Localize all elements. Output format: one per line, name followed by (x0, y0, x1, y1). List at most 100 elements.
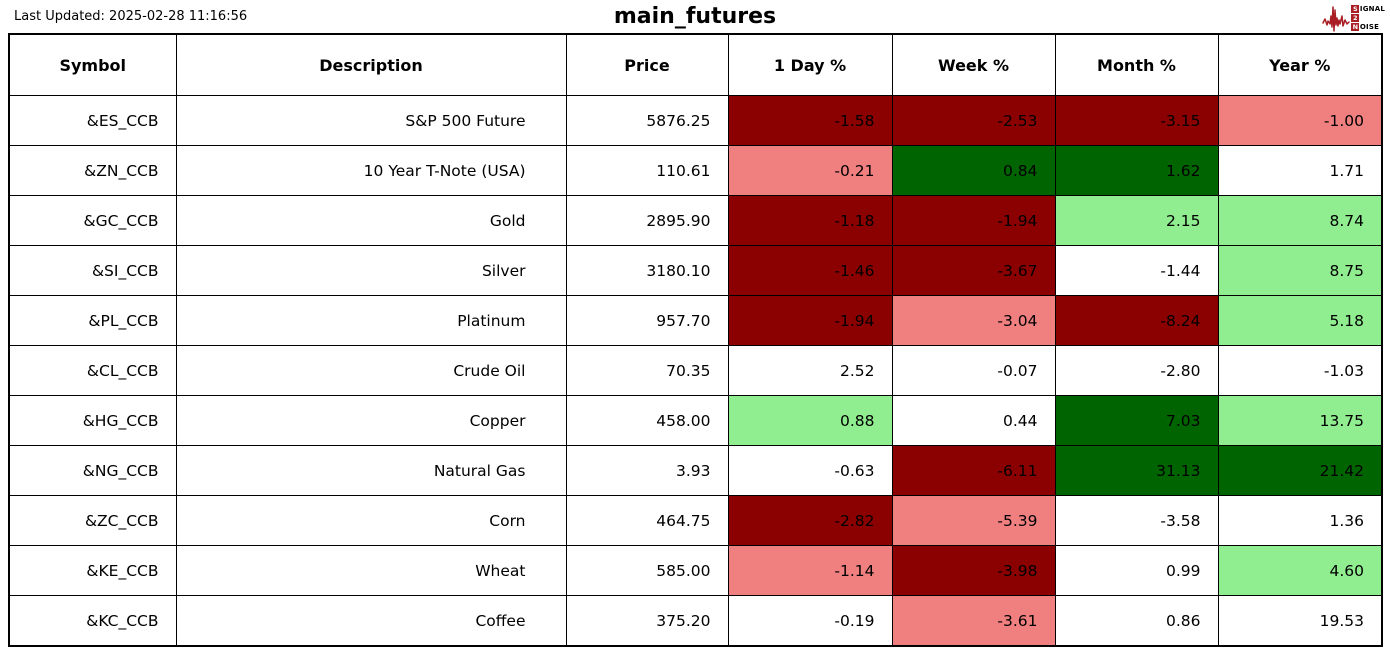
pct-cell: 4.60 (1217, 545, 1383, 596)
logo-line-rest: IGNAL (1359, 5, 1385, 13)
symbol-cell: &SI_CCB (8, 245, 177, 296)
column-header-1day: 1 Day % (727, 33, 893, 96)
pct-cell: 1.36 (1217, 495, 1383, 546)
pct-cell: 0.44 (891, 395, 1056, 446)
pct-cell: 8.75 (1217, 245, 1383, 296)
table-body: &ES_CCB S&P 500 Future 5876.25 -1.58 -2.… (8, 95, 1383, 647)
pct-cell: 7.03 (1054, 395, 1219, 446)
waveform-icon (1322, 6, 1351, 32)
pct-cell: -1.03 (1217, 345, 1383, 396)
pct-cell: 8.74 (1217, 195, 1383, 246)
price-cell: 458.00 (565, 395, 729, 446)
pct-cell: 0.86 (1054, 595, 1219, 647)
price-cell: 585.00 (565, 545, 729, 596)
table-row: &PL_CCB Platinum 957.70 -1.94 -3.04 -8.2… (8, 295, 1383, 346)
signal2noise-logo: S IGNAL 2 N OISE (1322, 3, 1385, 33)
pct-cell: -1.46 (727, 245, 893, 296)
description-cell: Wheat (175, 545, 567, 596)
table-row: &HG_CCB Copper 458.00 0.88 0.44 7.03 13.… (8, 395, 1383, 446)
description-cell: Crude Oil (175, 345, 567, 396)
pct-cell: -1.94 (727, 295, 893, 346)
pct-cell: 0.99 (1054, 545, 1219, 596)
price-cell: 70.35 (565, 345, 729, 396)
pct-cell: -0.21 (727, 145, 893, 196)
symbol-cell: &ZC_CCB (8, 495, 177, 546)
table-row: &ZN_CCB 10 Year T-Note (USA) 110.61 -0.2… (8, 145, 1383, 196)
description-cell: Platinum (175, 295, 567, 346)
symbol-cell: &HG_CCB (8, 395, 177, 446)
logo-letter-badge: 2 (1351, 14, 1360, 22)
pct-cell: -3.58 (1054, 495, 1219, 546)
pct-cell: -0.07 (891, 345, 1056, 396)
pct-cell: -5.39 (891, 495, 1056, 546)
pct-cell: -0.19 (727, 595, 893, 647)
pct-cell: -1.94 (891, 195, 1056, 246)
column-header-price: Price (565, 33, 729, 96)
column-header-year: Year % (1217, 33, 1383, 96)
pct-cell: 19.53 (1217, 595, 1383, 647)
pct-cell: 1.62 (1054, 145, 1219, 196)
description-cell: S&P 500 Future (175, 95, 567, 146)
table-row: &ZC_CCB Corn 464.75 -2.82 -5.39 -3.58 1.… (8, 495, 1383, 546)
pct-cell: -0.63 (727, 445, 893, 496)
description-cell: Natural Gas (175, 445, 567, 496)
pct-cell: -2.82 (727, 495, 893, 546)
price-cell: 2895.90 (565, 195, 729, 246)
pct-cell: 13.75 (1217, 395, 1383, 446)
pct-cell: -3.61 (891, 595, 1056, 647)
table-row: &KC_CCB Coffee 375.20 -0.19 -3.61 0.86 1… (8, 595, 1383, 647)
pct-cell: 31.13 (1054, 445, 1219, 496)
price-cell: 375.20 (565, 595, 729, 647)
last-updated-text: Last Updated: 2025-02-28 11:16:56 (14, 9, 248, 24)
header-row: Symbol Description Price 1 Day % Week % … (8, 33, 1383, 96)
symbol-cell: &KE_CCB (8, 545, 177, 596)
description-cell: Gold (175, 195, 567, 246)
pct-cell: -3.98 (891, 545, 1056, 596)
table-row: &GC_CCB Gold 2895.90 -1.18 -1.94 2.15 8.… (8, 195, 1383, 246)
column-header-description: Description (175, 33, 567, 96)
symbol-cell: &ES_CCB (8, 95, 177, 146)
table-row: &KE_CCB Wheat 585.00 -1.14 -3.98 0.99 4.… (8, 545, 1383, 596)
column-header-symbol: Symbol (8, 33, 177, 96)
pct-cell: 0.84 (891, 145, 1056, 196)
futures-table: Symbol Description Price 1 Day % Week % … (8, 33, 1383, 647)
description-cell: Corn (175, 495, 567, 546)
pct-cell: -3.15 (1054, 95, 1219, 146)
pct-cell: -8.24 (1054, 295, 1219, 346)
price-cell: 5876.25 (565, 95, 729, 146)
page-title: main_futures (613, 4, 777, 29)
description-cell: Copper (175, 395, 567, 446)
column-header-month: Month % (1054, 33, 1219, 96)
pct-cell: 2.15 (1054, 195, 1219, 246)
logo-letter-badge: N (1351, 23, 1360, 31)
symbol-cell: &ZN_CCB (8, 145, 177, 196)
price-cell: 464.75 (565, 495, 729, 546)
table-row: &SI_CCB Silver 3180.10 -1.46 -3.67 -1.44… (8, 245, 1383, 296)
pct-cell: -3.67 (891, 245, 1056, 296)
pct-cell: -1.44 (1054, 245, 1219, 296)
pct-cell: -3.04 (891, 295, 1056, 346)
logo-line-signal: S IGNAL (1351, 5, 1385, 13)
table-row: &ES_CCB S&P 500 Future 5876.25 -1.58 -2.… (8, 95, 1383, 146)
pct-cell: -2.53 (891, 95, 1056, 146)
column-header-week: Week % (891, 33, 1056, 96)
pct-cell: 21.42 (1217, 445, 1383, 496)
price-cell: 110.61 (565, 145, 729, 196)
table-row: &CL_CCB Crude Oil 70.35 2.52 -0.07 -2.80… (8, 345, 1383, 396)
logo-line-noise: N OISE (1351, 23, 1385, 31)
price-cell: 3180.10 (565, 245, 729, 296)
pct-cell: -1.14 (727, 545, 893, 596)
symbol-cell: &KC_CCB (8, 595, 177, 647)
pct-cell: -6.11 (891, 445, 1056, 496)
price-cell: 957.70 (565, 295, 729, 346)
pct-cell: -1.18 (727, 195, 893, 246)
logo-text: S IGNAL 2 N OISE (1351, 5, 1385, 31)
logo-line-rest: OISE (1359, 23, 1380, 31)
pct-cell: 0.88 (727, 395, 893, 446)
pct-cell: 2.52 (727, 345, 893, 396)
pct-cell: -1.58 (727, 95, 893, 146)
description-cell: 10 Year T-Note (USA) (175, 145, 567, 196)
pct-cell: -2.80 (1054, 345, 1219, 396)
symbol-cell: &NG_CCB (8, 445, 177, 496)
pct-cell: 1.71 (1217, 145, 1383, 196)
